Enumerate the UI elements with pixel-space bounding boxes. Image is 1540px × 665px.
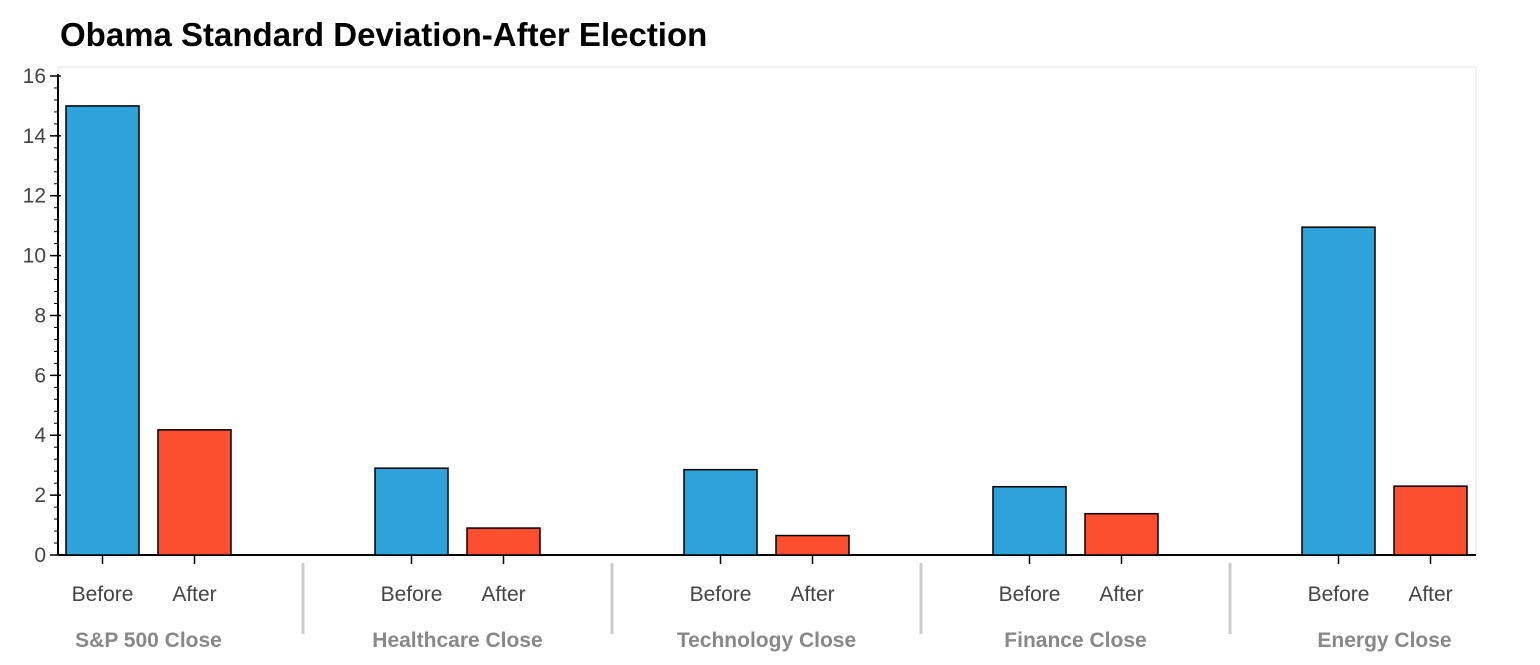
x-tick-label-after: After xyxy=(790,583,834,606)
bar-finance-close-before xyxy=(992,485,1067,556)
bar-technology-close-after xyxy=(775,534,850,556)
y-tick-label: 14 xyxy=(23,125,47,148)
y-tick-label: 10 xyxy=(23,245,46,268)
bar-energy-close-before xyxy=(1301,226,1376,556)
bar-healthcare-close-after xyxy=(466,527,541,556)
x-tick-label-after: After xyxy=(1099,583,1143,606)
y-tick-label: 0 xyxy=(34,544,46,567)
y-tick-label: 6 xyxy=(34,364,46,387)
x-tick-label-after: After xyxy=(1408,583,1452,606)
y-tick-label: 4 xyxy=(34,424,46,447)
bar-technology-close-before xyxy=(683,468,758,556)
y-tick-label: 12 xyxy=(23,185,46,208)
x-tick-label-before: Before xyxy=(381,583,443,606)
group-label-s-p-500-close: S&P 500 Close xyxy=(75,629,222,652)
x-tick-label-before: Before xyxy=(999,583,1061,606)
x-tick-label-after: After xyxy=(481,583,525,606)
x-tick-label-before: Before xyxy=(1308,583,1370,606)
group-label-technology-close: Technology Close xyxy=(677,629,856,652)
chart-title: Obama Standard Deviation-After Election xyxy=(60,16,708,53)
y-tick-label: 8 xyxy=(34,304,46,327)
y-tick-label: 16 xyxy=(23,65,46,88)
group-label-healthcare-close: Healthcare Close xyxy=(372,629,542,652)
x-tick-label-before: Before xyxy=(72,583,134,606)
y-tick-label: 2 xyxy=(34,484,46,507)
bar-finance-close-after xyxy=(1084,512,1159,556)
x-tick-label-after: After xyxy=(172,583,216,606)
group-label-energy-close: Energy Close xyxy=(1317,629,1451,652)
bar-s-p-500-close-before xyxy=(65,105,140,556)
x-tick-label-before: Before xyxy=(690,583,752,606)
bar-healthcare-close-before xyxy=(374,467,449,556)
plot-frame xyxy=(57,66,1477,556)
group-label-finance-close: Finance Close xyxy=(1004,629,1146,652)
bar-energy-close-after xyxy=(1393,485,1468,556)
bar-s-p-500-close-after xyxy=(157,429,232,556)
